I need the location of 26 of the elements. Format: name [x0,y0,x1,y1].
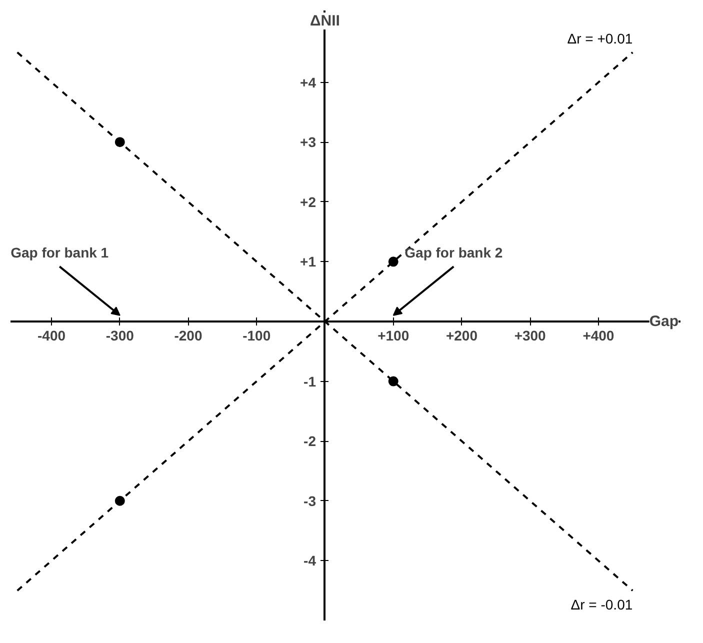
y-tick-label: +4 [300,74,316,90]
series-label: Δr = -0.01 [570,596,633,613]
y-tick-label: +2 [300,194,316,210]
y-axis-title: ΔNII [310,12,340,30]
point [114,137,125,148]
y-tick-label: -2 [304,433,316,450]
x-tick-label: +400 [582,327,614,344]
x-tick-label: -200 [174,327,202,344]
y-tick-label: -4 [304,552,316,569]
point [388,256,398,267]
x-axis-title: Gap [649,312,679,330]
x-tick-label: -300 [106,327,134,344]
y-tick-label: -1 [304,373,316,390]
x-tick-label: -400 [38,327,66,344]
x-tick-label: +300 [514,327,546,344]
y-tick-label: +1 [300,254,316,270]
annotation: Gap for bank 1 [10,244,109,261]
x-tick-label: +200 [446,327,478,344]
y-tick-label: -3 [304,492,316,509]
x-tick-label: -100 [242,327,271,344]
annotation: Gap for bank 2 [404,244,503,261]
series-label: Δr = +0.01 [567,30,633,46]
point [388,376,398,386]
point [114,496,125,506]
x-tick-label: +100 [378,327,410,344]
y-tick-label: +3 [300,134,316,150]
